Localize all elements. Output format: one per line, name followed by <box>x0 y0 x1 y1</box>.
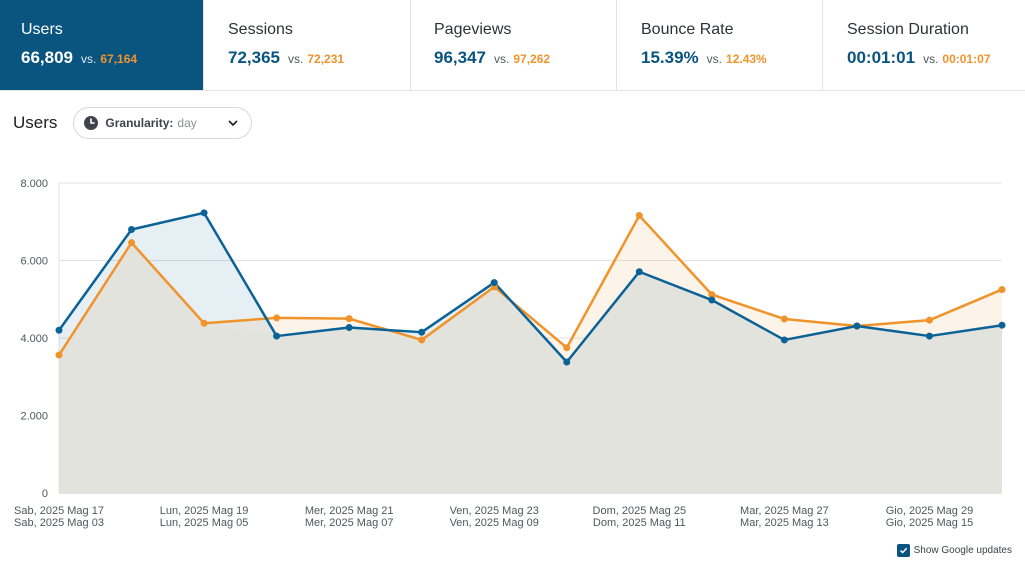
x-tick-label-previous: Mer, 2025 Mag 07 <box>305 517 394 529</box>
x-tick-label-current: Sab, 2025 Mag 17 <box>14 505 104 517</box>
x-tick-label-current: Mar, 2025 Mag 27 <box>740 505 829 517</box>
granularity-key: Granularity: <box>105 116 174 130</box>
current-period-point <box>128 226 136 233</box>
current-period-point <box>418 328 426 336</box>
previous-period-point <box>563 344 571 352</box>
previous-period-point <box>925 316 933 324</box>
x-tick-label-previous: Ven, 2025 Mag 09 <box>450 517 539 529</box>
x-tick-label-current: Lun, 2025 Mag 19 <box>160 505 249 517</box>
tab-session-duration-value: 00:01:01 <box>847 48 916 67</box>
current-period-point <box>998 321 1006 329</box>
previous-period-point <box>635 212 643 220</box>
tab-session-duration-label: Session Duration <box>847 21 969 38</box>
overlap-area <box>59 242 1002 493</box>
tab-users-label: Users <box>21 21 63 38</box>
granularity-value: day <box>177 116 197 130</box>
tab-bounce-rate[interactable]: Bounce Rate 15.39% vs. 12.43% <box>617 0 823 90</box>
previous-period-point <box>273 314 281 322</box>
y-tick-label: 2.000 <box>20 411 48 423</box>
tab-bounce-rate-vs: vs. <box>706 52 723 66</box>
previous-period-point <box>708 291 716 299</box>
current-period-point <box>563 358 571 366</box>
chart-areas <box>59 212 1002 494</box>
tab-sessions[interactable]: Sessions 72,365 vs. 72,231 <box>204 0 411 90</box>
previous-period-point <box>200 319 208 327</box>
tab-users-values: 66,809 vs. 67,164 <box>21 48 203 68</box>
tab-sessions-label: Sessions <box>228 21 293 38</box>
x-tick-label-previous: Dom, 2025 Mag 11 <box>593 517 686 529</box>
previous-period-point <box>55 351 63 359</box>
tab-sessions-value: 72,365 <box>228 48 280 67</box>
chart-title: Users <box>13 113 58 132</box>
x-tick-label-current: Dom, 2025 Mag 25 <box>593 505 687 517</box>
chart-toolbar: Users Granularity: day <box>13 107 252 139</box>
current-period-point <box>780 336 788 344</box>
checkbox-checked-icon[interactable] <box>896 544 910 557</box>
tab-pageviews-label: Pageviews <box>434 21 512 38</box>
tab-bounce-rate-compare: 12.43% <box>726 52 767 66</box>
chart-points <box>55 209 1006 366</box>
tab-users-compare: 67,164 <box>100 52 138 66</box>
x-tick-label-previous: Lun, 2025 Mag 05 <box>160 517 249 529</box>
tab-sessions-vs: vs. <box>288 52 304 66</box>
show-google-updates-label: Show Google updates <box>913 545 1012 556</box>
tab-session-duration-values: 00:01:01 vs. 00:01:07 <box>847 48 1025 68</box>
previous-period-point <box>128 239 136 247</box>
x-tick-label-previous: Sab, 2025 Mag 03 <box>14 517 104 529</box>
y-tick-label: 6.000 <box>20 256 48 268</box>
current-period-point <box>853 322 861 330</box>
current-period-point <box>490 279 498 287</box>
current-period-point <box>273 332 281 340</box>
tab-bounce-rate-value: 15.39% <box>641 48 699 67</box>
tab-pageviews-compare: 97,262 <box>513 52 551 66</box>
current-period-point <box>925 332 933 340</box>
previous-period-point <box>418 336 426 344</box>
tab-sessions-compare: 72,231 <box>307 52 345 66</box>
current-period-point <box>635 268 643 276</box>
tab-bounce-rate-values: 15.39% vs. 12.43% <box>641 48 822 68</box>
y-axis: 0 2.000 4.000 6.000 8.000 <box>20 178 48 500</box>
tab-users[interactable]: Users 66,809 vs. 67,164 <box>0 0 204 90</box>
y-tick-label: 8.000 <box>20 178 48 190</box>
x-tick-label-previous: Gio, 2025 Mag 15 <box>886 517 973 529</box>
tab-pageviews-vs: vs. <box>494 52 510 66</box>
tab-session-duration-compare: 00:01:07 <box>942 52 991 66</box>
users-line-chart: 0 2.000 4.000 6.000 8.000 Sab, 2025 Mag 17Sa… <box>14 178 1006 529</box>
show-google-updates-toggle[interactable]: Show Google updates <box>896 544 1012 557</box>
clock-icon <box>84 116 99 130</box>
previous-period-point <box>345 315 353 323</box>
metric-tabs: Users 66,809 vs. 67,164 Sessions 72,365 … <box>0 0 1025 91</box>
tab-session-duration-vs: vs. <box>923 52 939 66</box>
x-tick-label-previous: Mar, 2025 Mag 13 <box>740 517 829 529</box>
x-tick-label-current: Gio, 2025 Mag 29 <box>886 505 973 517</box>
current-period-point <box>345 324 353 332</box>
chart-lines <box>57 211 1003 364</box>
x-tick-label-current: Ven, 2025 Mag 23 <box>450 505 539 517</box>
y-tick-label: 4.000 <box>20 333 48 345</box>
tab-session-duration[interactable]: Session Duration 00:01:01 vs. 00:01:07 <box>823 0 1025 90</box>
current-period-point <box>55 326 63 334</box>
tab-users-value: 66,809 <box>21 48 73 67</box>
previous-period-line <box>57 214 1003 356</box>
y-tick-label: 0 <box>42 488 48 500</box>
previous-period-point <box>780 315 788 323</box>
current-period-point <box>200 209 208 217</box>
tab-pageviews[interactable]: Pageviews 96,347 vs. 97,262 <box>411 0 617 90</box>
tab-pageviews-value: 96,347 <box>434 48 486 67</box>
tab-pageviews-values: 96,347 vs. 97,262 <box>434 48 616 68</box>
tab-users-vs: vs. <box>81 52 97 66</box>
tab-sessions-values: 72,365 vs. 72,231 <box>228 48 410 68</box>
granularity-dropdown[interactable]: Granularity: day <box>73 107 252 139</box>
tab-bounce-rate-label: Bounce Rate <box>641 21 734 38</box>
x-tick-label-current: Mer, 2025 Mag 21 <box>305 505 394 517</box>
chevron-down-icon <box>228 120 238 127</box>
current-period-line <box>57 211 1003 364</box>
previous-period-point <box>998 286 1006 294</box>
current-period-point <box>708 296 716 304</box>
